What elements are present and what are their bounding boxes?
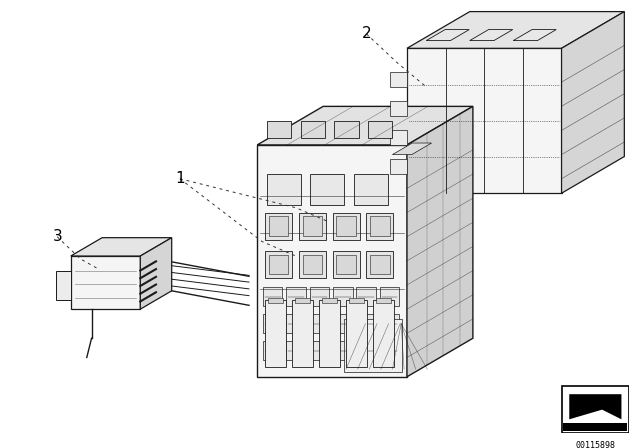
Bar xyxy=(366,212,394,240)
Bar xyxy=(292,300,313,367)
Bar xyxy=(295,297,310,303)
Bar xyxy=(319,300,340,367)
Polygon shape xyxy=(569,394,621,419)
Bar xyxy=(349,297,364,303)
Polygon shape xyxy=(140,238,172,309)
Polygon shape xyxy=(407,48,561,193)
Polygon shape xyxy=(71,256,140,309)
Bar xyxy=(286,287,306,306)
Polygon shape xyxy=(407,12,625,48)
Bar xyxy=(269,255,288,274)
Bar xyxy=(371,216,390,236)
Bar xyxy=(380,341,399,360)
Polygon shape xyxy=(426,30,469,41)
Bar xyxy=(303,255,322,274)
Text: 3: 3 xyxy=(52,229,62,244)
Polygon shape xyxy=(257,106,473,145)
Polygon shape xyxy=(392,143,431,155)
Bar xyxy=(286,314,306,333)
Bar xyxy=(303,216,322,236)
Bar xyxy=(263,287,282,306)
Bar xyxy=(286,341,306,360)
Polygon shape xyxy=(71,238,172,256)
Bar xyxy=(380,314,399,333)
Bar xyxy=(376,297,392,303)
Bar xyxy=(310,314,329,333)
Bar xyxy=(356,287,376,306)
Bar xyxy=(333,287,353,306)
Bar xyxy=(267,174,301,205)
Polygon shape xyxy=(561,12,625,193)
Bar xyxy=(299,212,326,240)
Polygon shape xyxy=(344,319,402,372)
Bar xyxy=(373,300,394,367)
Bar xyxy=(269,216,288,236)
Bar xyxy=(380,287,399,306)
Bar xyxy=(563,423,627,431)
Bar xyxy=(299,251,326,278)
Text: 00115898: 00115898 xyxy=(575,440,615,448)
Polygon shape xyxy=(56,271,71,300)
Bar xyxy=(356,314,376,333)
Polygon shape xyxy=(407,106,473,377)
Bar xyxy=(371,255,390,274)
Bar xyxy=(335,121,358,138)
Polygon shape xyxy=(390,101,407,116)
Bar xyxy=(333,341,353,360)
Bar xyxy=(366,251,394,278)
Bar xyxy=(268,297,284,303)
Bar xyxy=(263,341,282,360)
Polygon shape xyxy=(470,30,513,41)
Polygon shape xyxy=(257,145,407,377)
Polygon shape xyxy=(390,73,407,87)
Bar xyxy=(354,174,388,205)
Bar xyxy=(310,174,344,205)
Bar xyxy=(368,121,392,138)
Bar xyxy=(301,121,325,138)
Polygon shape xyxy=(513,30,556,41)
Bar xyxy=(322,297,337,303)
Bar xyxy=(263,314,282,333)
Bar xyxy=(333,314,353,333)
Polygon shape xyxy=(390,130,407,145)
Bar xyxy=(337,216,356,236)
Bar xyxy=(265,300,286,367)
Bar xyxy=(337,255,356,274)
Bar xyxy=(310,287,329,306)
Bar xyxy=(267,121,291,138)
Bar xyxy=(333,212,360,240)
Polygon shape xyxy=(390,159,407,174)
Text: 1: 1 xyxy=(175,171,185,186)
Bar xyxy=(265,212,292,240)
Bar xyxy=(265,251,292,278)
Bar xyxy=(310,341,329,360)
Bar xyxy=(346,300,367,367)
Text: 2: 2 xyxy=(362,26,371,41)
Bar xyxy=(333,251,360,278)
Bar xyxy=(561,387,629,433)
Bar xyxy=(356,341,376,360)
